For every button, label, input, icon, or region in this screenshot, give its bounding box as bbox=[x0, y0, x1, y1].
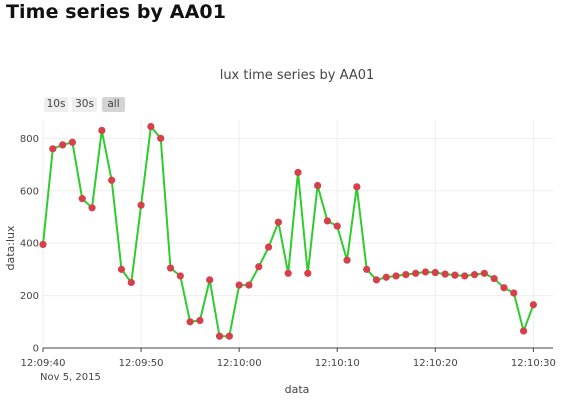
data-point bbox=[108, 177, 115, 184]
y-axis-title: data:lux bbox=[4, 225, 17, 271]
data-point bbox=[128, 279, 135, 286]
y-tick-label: 0 bbox=[33, 344, 39, 355]
data-point bbox=[265, 244, 272, 251]
data-point bbox=[167, 264, 174, 271]
data-point bbox=[118, 266, 125, 273]
data-point bbox=[275, 219, 282, 226]
x-tick-label: 12:10:00 bbox=[217, 358, 262, 369]
data-point bbox=[236, 282, 243, 289]
y-tick-label: 200 bbox=[20, 291, 39, 302]
data-point bbox=[461, 272, 468, 279]
x-tick-label: 12:09:50 bbox=[119, 358, 164, 369]
series-markers bbox=[39, 123, 537, 340]
data-point bbox=[520, 327, 527, 334]
data-point bbox=[412, 270, 419, 277]
data-point bbox=[285, 270, 292, 277]
data-point bbox=[432, 269, 439, 276]
data-point bbox=[79, 195, 86, 202]
series-line bbox=[43, 127, 533, 337]
data-point bbox=[343, 257, 350, 264]
x-tick-label: 12:10:30 bbox=[511, 358, 556, 369]
chart-title: lux time series by AA01 bbox=[220, 68, 375, 83]
data-point bbox=[304, 270, 311, 277]
data-point bbox=[334, 223, 341, 230]
data-point bbox=[39, 241, 46, 248]
data-point bbox=[226, 333, 233, 340]
data-point bbox=[177, 272, 184, 279]
data-point bbox=[491, 275, 498, 282]
data-point bbox=[363, 266, 370, 273]
data-point bbox=[49, 145, 56, 152]
data-point bbox=[157, 135, 164, 142]
grid-lines bbox=[43, 120, 553, 348]
x-tick-label: 12:10:10 bbox=[315, 358, 360, 369]
data-point bbox=[196, 317, 203, 324]
x-tick-label: 12:09:40 bbox=[21, 358, 66, 369]
data-point bbox=[294, 169, 301, 176]
data-point bbox=[206, 276, 213, 283]
data-point bbox=[59, 141, 66, 148]
data-point bbox=[422, 268, 429, 275]
data-point bbox=[187, 318, 194, 325]
data-point bbox=[471, 271, 478, 278]
data-point bbox=[69, 139, 76, 146]
data-point bbox=[98, 127, 105, 134]
data-point bbox=[373, 276, 380, 283]
data-point bbox=[442, 270, 449, 277]
data-point bbox=[383, 274, 390, 281]
data-point bbox=[402, 271, 409, 278]
data-point bbox=[392, 272, 399, 279]
data-point bbox=[147, 123, 154, 130]
data-point bbox=[353, 183, 360, 190]
x-axis-title: data bbox=[285, 383, 310, 396]
x-tick-label: 12:10:20 bbox=[413, 358, 458, 369]
data-point bbox=[255, 263, 262, 270]
data-point bbox=[324, 217, 331, 224]
series-line-group bbox=[43, 127, 533, 337]
data-point bbox=[500, 284, 507, 291]
data-point bbox=[137, 202, 144, 209]
data-point bbox=[530, 301, 537, 308]
data-point bbox=[510, 289, 517, 296]
x-axis-date-label: Nov 5, 2015 bbox=[40, 372, 101, 383]
tick-labels: 12:09:40 12:09:50 12:10:00 12:10:10 12:10:20… bbox=[20, 134, 556, 369]
data-point bbox=[216, 333, 223, 340]
data-point bbox=[481, 270, 488, 277]
y-tick-label: 600 bbox=[20, 186, 39, 197]
y-tick-label: 400 bbox=[20, 239, 39, 250]
data-point bbox=[314, 182, 321, 189]
data-point bbox=[451, 272, 458, 279]
data-point bbox=[88, 204, 95, 211]
y-tick-label: 800 bbox=[20, 134, 39, 145]
axes bbox=[43, 348, 553, 352]
data-point bbox=[245, 282, 252, 289]
